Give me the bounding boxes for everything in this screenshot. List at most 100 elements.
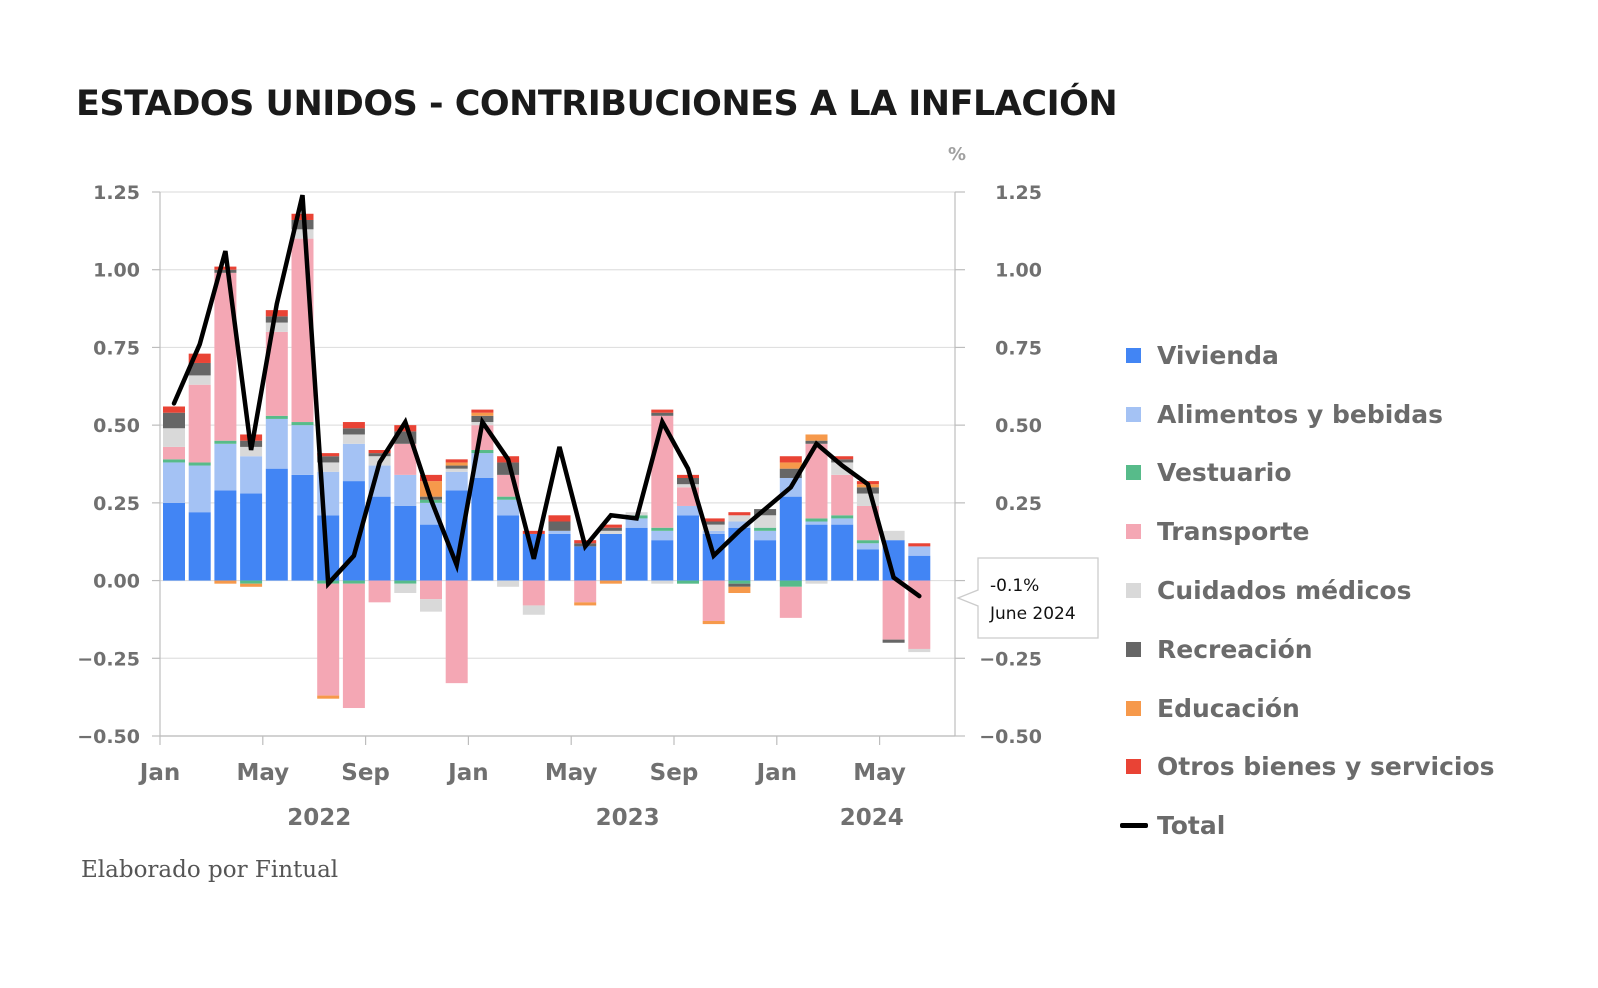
bar-segment: [831, 518, 854, 525]
bar-segment: [548, 530, 571, 534]
bar-segment: [805, 518, 828, 522]
bar-segment: [265, 415, 288, 419]
bar-segment: [291, 425, 314, 475]
bar-segment: [522, 605, 545, 615]
x-tick-label: Jan: [755, 760, 797, 786]
bar-segment: [317, 456, 340, 463]
bar-segment: [522, 580, 545, 606]
legend-item[interactable]: Transporte: [1126, 502, 1495, 561]
bar-segment: [779, 580, 802, 587]
bar-segment: [240, 583, 263, 587]
bar-segment: [342, 428, 365, 435]
bar-segment: [548, 515, 571, 522]
bar-segment: [651, 580, 674, 584]
bar-segment: [317, 583, 340, 696]
bar-segment: [548, 533, 571, 581]
bar-segment: [445, 465, 468, 469]
legend-item[interactable]: Educación: [1126, 679, 1495, 738]
tooltip: -0.1% June 2024: [956, 557, 1099, 639]
bar-segment: [163, 412, 185, 429]
bar-segment: [805, 443, 828, 519]
legend-item[interactable]: Vivienda: [1126, 326, 1495, 385]
bar-segment: [188, 512, 211, 581]
bar-segment: [702, 620, 725, 625]
legend-label: Educación: [1157, 693, 1300, 723]
legend-item[interactable]: Otros bienes y servicios: [1126, 738, 1495, 797]
bar-segment: [754, 530, 777, 541]
bar-segment: [317, 462, 340, 472]
legend-item[interactable]: Total: [1120, 796, 1495, 855]
legend-item[interactable]: Vestuario: [1126, 444, 1495, 503]
bar-segment: [214, 580, 237, 584]
x-tick-label: May: [545, 760, 598, 786]
legend-item[interactable]: Recreación: [1126, 620, 1495, 679]
bar-segment: [471, 450, 494, 454]
bar-segment: [677, 484, 699, 488]
x-year-label: 2023: [596, 805, 660, 831]
bar-segment: [677, 477, 699, 485]
bar-segment: [163, 406, 185, 413]
y-tick-label-right: 0.50: [995, 415, 1042, 437]
legend-item[interactable]: Alimentos y bebidas: [1126, 385, 1495, 444]
legend-swatch: [1126, 406, 1141, 422]
bar-segment: [805, 580, 828, 584]
bar-segment: [651, 412, 674, 416]
bar-segment: [908, 555, 931, 581]
x-tick-label: May: [853, 760, 906, 786]
bar-segment: [574, 602, 597, 606]
bar-segment: [625, 518, 648, 528]
bar-segment: [856, 549, 879, 581]
x-tick-label: May: [236, 760, 289, 786]
bar-segment: [214, 272, 237, 441]
bar-segment: [265, 418, 288, 469]
legend: Vivienda Alimentos y bebidas Vestuario Tran…: [1120, 326, 1495, 855]
legend-label: Recreación: [1157, 634, 1313, 664]
bar-segment: [291, 422, 314, 426]
bar-segment: [214, 443, 237, 491]
bar-segment: [188, 353, 211, 363]
bar-segment: [214, 440, 237, 444]
legend-label: Otros bienes y servicios: [1157, 752, 1495, 782]
bar-segment: [471, 409, 494, 413]
bar-segment: [599, 530, 622, 534]
bar-segment: [445, 490, 468, 581]
bar-segment: [677, 515, 699, 581]
bar-segment: [574, 580, 597, 603]
legend-swatch: [1126, 700, 1141, 716]
bar-segment: [728, 527, 751, 581]
y-tick-label-right: 0.75: [995, 337, 1042, 359]
x-year-label: 2024: [840, 805, 904, 831]
bar-segment: [214, 490, 237, 581]
bar-segment: [908, 546, 931, 556]
bar-segment: [368, 496, 391, 581]
bar-segment: [188, 465, 211, 513]
legend-swatch: [1126, 641, 1141, 657]
bar-segment: [677, 580, 699, 584]
bar-segment: [702, 518, 725, 522]
bar-segment: [882, 580, 905, 640]
bar-segment: [497, 499, 520, 516]
y-tick-label-left: 0.00: [93, 571, 140, 593]
bar-segment: [163, 446, 185, 460]
bar-segment: [188, 462, 211, 466]
bar-segment: [163, 459, 185, 463]
bar-segment: [445, 462, 468, 466]
bar-segment: [471, 477, 494, 581]
y-tick-label-left: 0.25: [93, 493, 140, 515]
x-tick-label: Jan: [446, 760, 488, 786]
bar-segment: [342, 583, 365, 709]
bar-segment: [702, 580, 725, 621]
bar-segment: [599, 533, 622, 581]
bar-segment: [240, 493, 263, 581]
bar-segment: [779, 586, 802, 618]
bar-segment: [420, 474, 442, 482]
bar-segment: [728, 515, 751, 522]
y-tick-label-right: 0.25: [995, 493, 1042, 515]
bar-segment: [882, 639, 905, 643]
bar-segment: [908, 543, 931, 547]
bar-segment: [317, 695, 340, 699]
bar-segment: [420, 599, 442, 612]
legend-item[interactable]: Cuidados médicos: [1126, 561, 1495, 620]
bar-segment: [831, 524, 854, 581]
